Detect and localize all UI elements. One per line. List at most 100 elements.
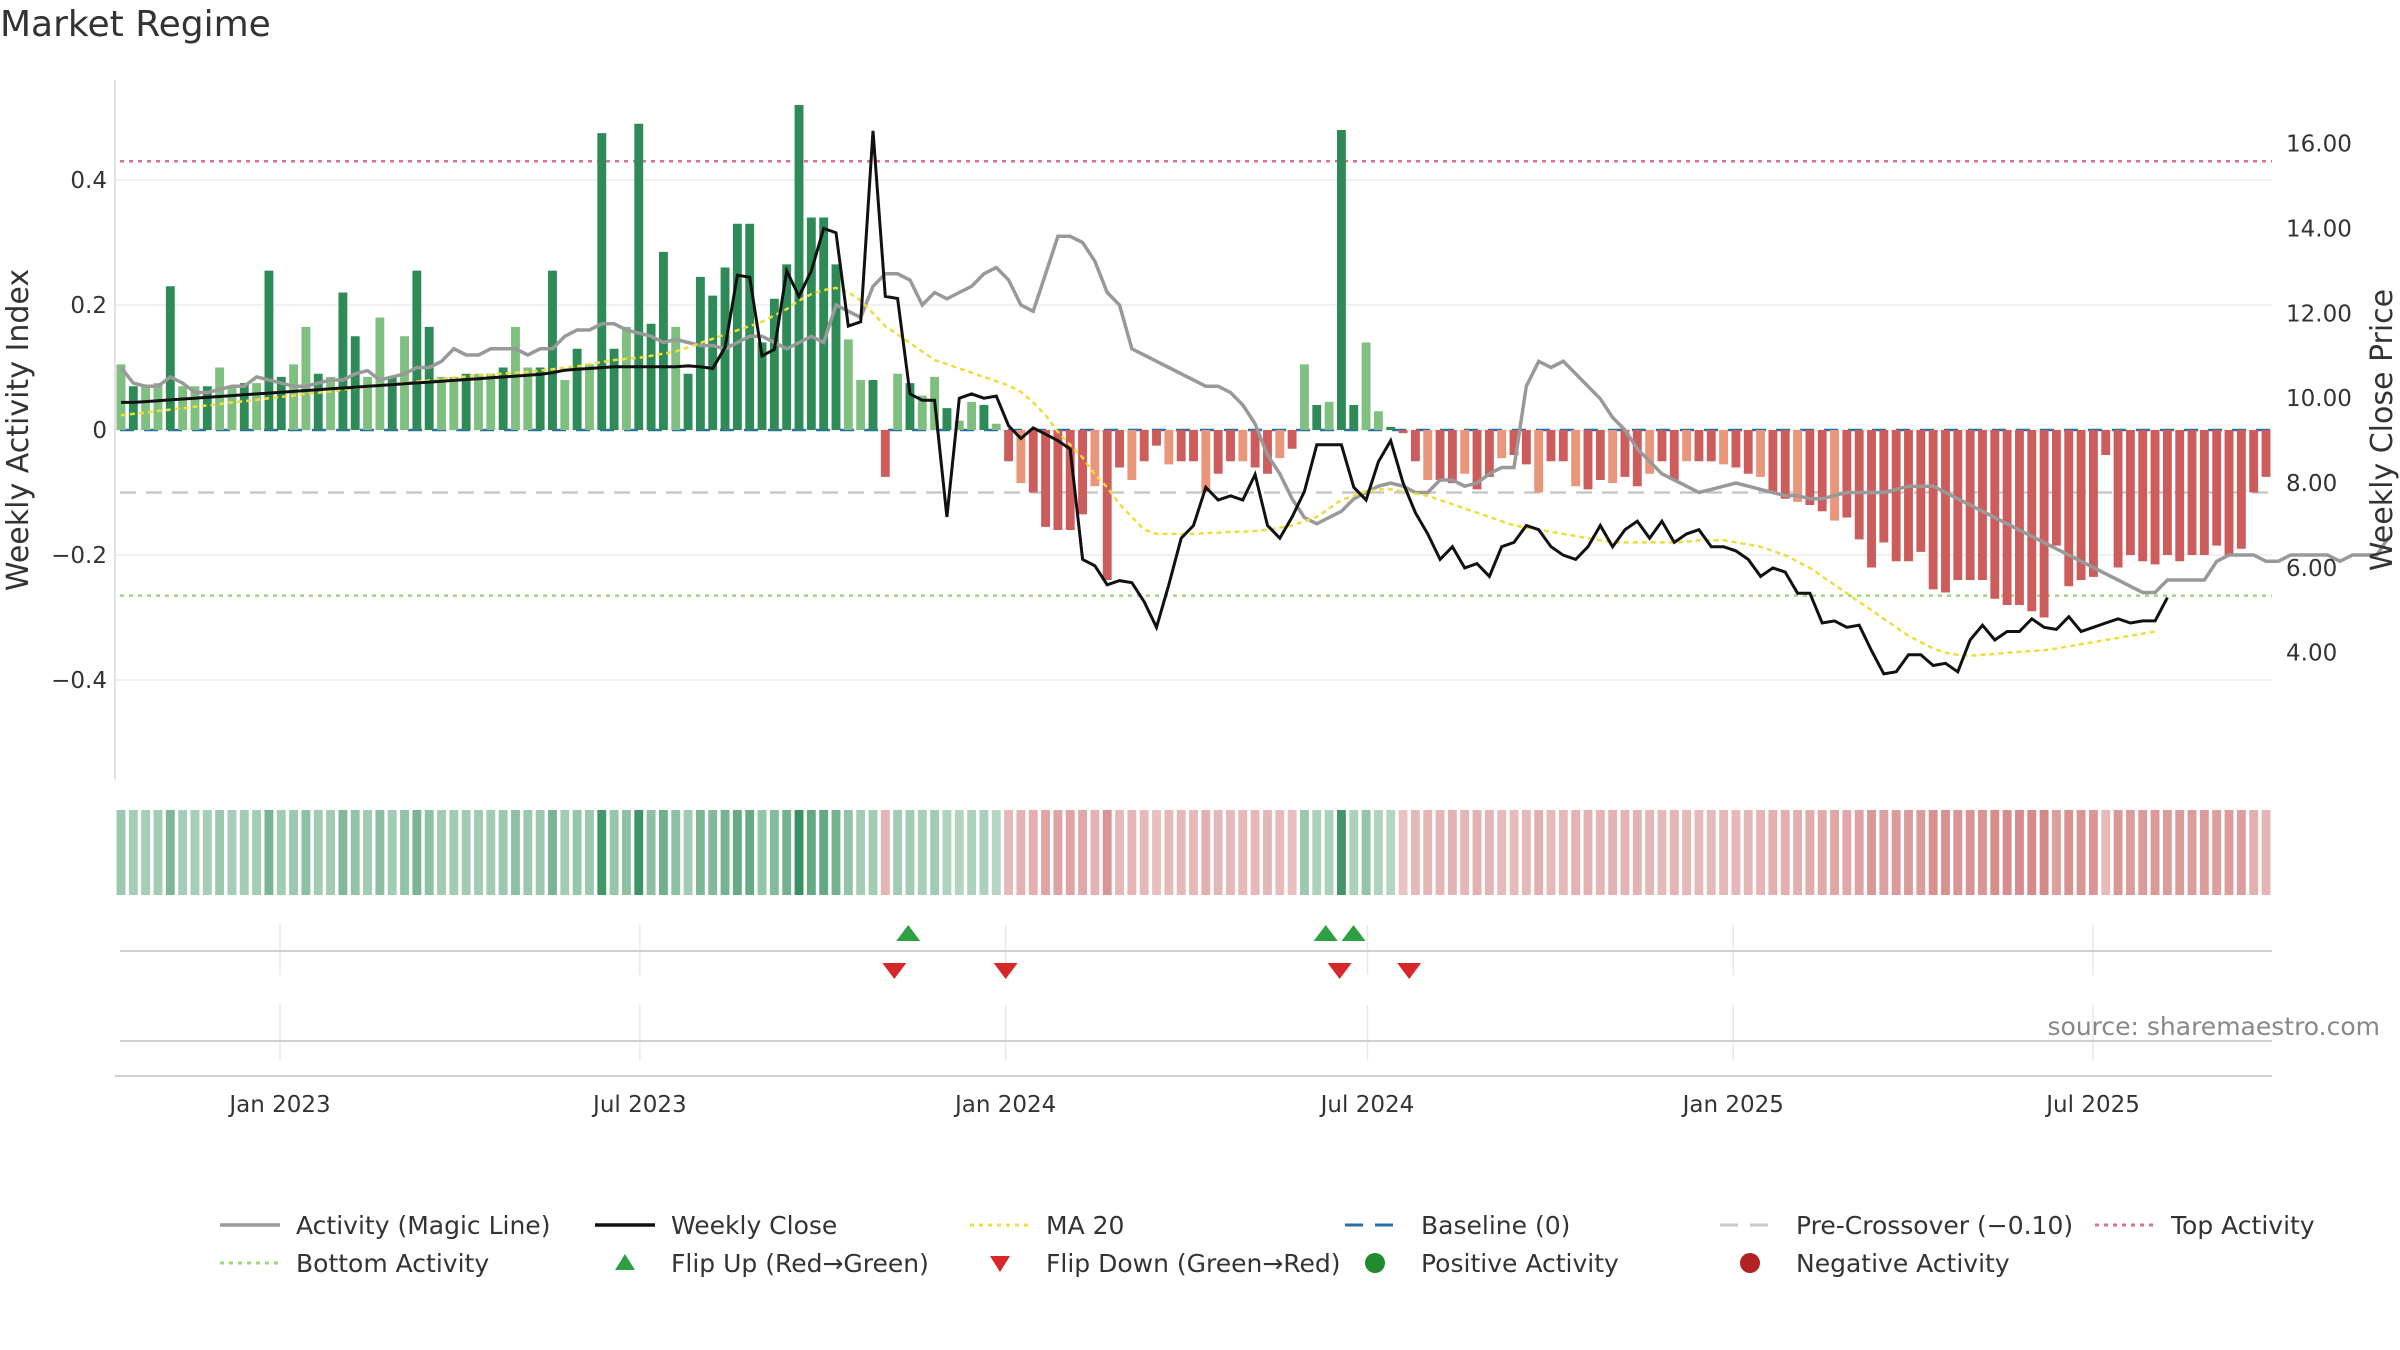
activity-bar bbox=[1435, 430, 1445, 480]
activity-bar bbox=[2199, 430, 2209, 555]
heat-cell bbox=[942, 810, 952, 895]
heat-cell bbox=[1879, 810, 1889, 895]
chart-title: Market Regime bbox=[0, 4, 271, 45]
activity-bar bbox=[128, 386, 138, 430]
activity-bar bbox=[449, 376, 459, 430]
heat-cell bbox=[1706, 810, 1716, 895]
activity-bar bbox=[1115, 430, 1124, 468]
activity-bar bbox=[1226, 430, 1235, 462]
activity-bar bbox=[1731, 430, 1741, 468]
activity-bar bbox=[954, 420, 964, 430]
activity-bar bbox=[1534, 430, 1544, 493]
activity-bar bbox=[313, 373, 323, 430]
legend-item: Pre-Crossover (−0.10) bbox=[1720, 1211, 2073, 1240]
heat-cell bbox=[1275, 810, 1285, 895]
heat-cell bbox=[313, 810, 323, 895]
y2-tick-label: 10.00 bbox=[2286, 386, 2352, 412]
activity-bar bbox=[1817, 430, 1827, 512]
activity-bar bbox=[535, 367, 545, 430]
heat-cell bbox=[1164, 810, 1174, 895]
heat-cell bbox=[1028, 810, 1038, 895]
legend-label: Positive Activity bbox=[1421, 1249, 1619, 1278]
activity-bar bbox=[1460, 430, 1470, 474]
heat-cell bbox=[301, 810, 311, 895]
heat-cell bbox=[1041, 810, 1051, 895]
heat-cell bbox=[1189, 810, 1198, 895]
heat-cell bbox=[424, 810, 434, 895]
heat-cell bbox=[683, 810, 693, 895]
legend-label: Flip Down (Green→Red) bbox=[1046, 1249, 1341, 1278]
heat-cell bbox=[1756, 810, 1766, 895]
y2-tick-label: 4.00 bbox=[2286, 641, 2337, 667]
activity-bar bbox=[1127, 430, 1137, 480]
heat-cell bbox=[1867, 810, 1876, 895]
activity-bar bbox=[671, 326, 681, 430]
activity-bar bbox=[991, 423, 1001, 430]
activity-bar bbox=[683, 373, 693, 430]
activity-bar bbox=[141, 386, 151, 430]
activity-bar bbox=[1361, 342, 1371, 430]
activity-bar bbox=[1484, 430, 1494, 477]
heat-cell bbox=[1423, 810, 1433, 895]
heat-cell bbox=[2236, 810, 2246, 895]
weekly-close-line bbox=[121, 130, 2169, 676]
activity-bar bbox=[511, 326, 520, 430]
activity-bar bbox=[1152, 430, 1161, 446]
activity-bar bbox=[387, 376, 397, 430]
heat-cell bbox=[1349, 810, 1359, 895]
heat-cell bbox=[1916, 810, 1926, 895]
series-lines bbox=[119, 130, 2391, 676]
activity-bar bbox=[1287, 430, 1297, 449]
activity-bar bbox=[1694, 430, 1704, 462]
heat-cell bbox=[1115, 810, 1124, 895]
activity-bar bbox=[1041, 430, 1051, 527]
ma20-line bbox=[120, 286, 2156, 657]
activity-bar bbox=[2125, 430, 2135, 555]
activity-bar bbox=[745, 223, 755, 430]
heat-cell bbox=[2150, 810, 2160, 895]
y-tick-label: −0.2 bbox=[51, 543, 107, 569]
heat-cell bbox=[757, 810, 767, 895]
activity-bar bbox=[585, 364, 594, 430]
reference-lines bbox=[120, 160, 2272, 597]
legend-label: MA 20 bbox=[1046, 1211, 1124, 1240]
heat-cell bbox=[585, 810, 594, 895]
activity-bar bbox=[523, 367, 533, 430]
heat-cell bbox=[732, 810, 742, 895]
activity-bar bbox=[215, 367, 225, 430]
heat-cell bbox=[276, 810, 286, 895]
activity-bar bbox=[917, 395, 927, 430]
activity-bar bbox=[1509, 430, 1519, 455]
activity-bar bbox=[252, 383, 262, 430]
heat-cell bbox=[671, 810, 681, 895]
heat-cell bbox=[1780, 810, 1790, 895]
activity-bar bbox=[2027, 430, 2037, 612]
activity-bar bbox=[1386, 426, 1396, 430]
legend-item: Baseline (0) bbox=[1345, 1211, 1570, 1240]
x-tick-label: Jul 2023 bbox=[591, 1092, 687, 1118]
heat-cell bbox=[2138, 810, 2148, 895]
activity-bar bbox=[806, 217, 816, 430]
heat-cell bbox=[1176, 810, 1186, 895]
activity-bar bbox=[1916, 430, 1926, 552]
activity-bar bbox=[2101, 430, 2111, 455]
activity-bar bbox=[1312, 405, 1322, 430]
heat-cell bbox=[264, 810, 274, 895]
heat-cell bbox=[2224, 810, 2234, 895]
heat-cell bbox=[215, 810, 225, 895]
activity-bar bbox=[1176, 430, 1186, 462]
heat-cell bbox=[695, 810, 705, 895]
activity-bar bbox=[1928, 430, 1938, 590]
activity-bar bbox=[326, 376, 336, 430]
activity-bar bbox=[1250, 430, 1260, 468]
activity-bar bbox=[1398, 430, 1408, 434]
heat-cell bbox=[1509, 810, 1519, 895]
heat-cell bbox=[1373, 810, 1383, 895]
activity-bar bbox=[757, 342, 767, 430]
heat-cell bbox=[202, 810, 212, 895]
legend-item: Flip Down (Green→Red) bbox=[990, 1249, 1341, 1278]
activity-bar bbox=[1632, 430, 1642, 487]
heat-cell bbox=[1139, 810, 1149, 895]
legend: Activity (Magic Line) Weekly Close MA 20 Ba… bbox=[220, 1211, 2315, 1278]
heat-cell bbox=[819, 810, 829, 895]
